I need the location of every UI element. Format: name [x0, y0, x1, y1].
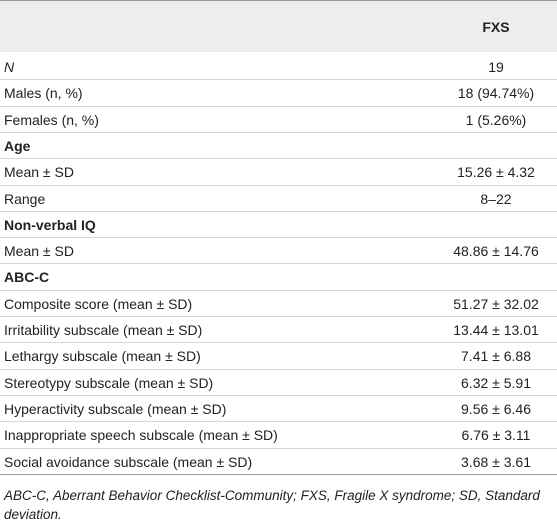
row-label: Males (n, %) [4, 85, 83, 102]
row-label: N [4, 59, 15, 75]
header-row [0, 0, 557, 52]
section-heading: Age [4, 137, 31, 154]
row-divider [0, 105, 557, 107]
row-divider [0, 79, 557, 81]
row-value: 48.86 ± 14.76 [453, 243, 539, 260]
row-value: 19 [488, 59, 504, 75]
row-value: 8–22 [480, 190, 512, 207]
row-label: Hyperactivity subscale (mean ± SD) [4, 400, 227, 417]
row-divider [0, 289, 557, 291]
row-value: 51.27 ± 32.02 [453, 295, 539, 312]
row-label: Mean ± SD [4, 243, 74, 260]
row-divider [0, 447, 557, 449]
column-header: FXS [482, 19, 510, 35]
row-divider [0, 210, 557, 212]
row-label: Irritability subscale (mean ± SD) [4, 322, 203, 338]
section-heading: ABC-C [4, 269, 50, 286]
row-label: Females (n, %) [4, 111, 99, 128]
row-label: Stereotypy subscale (mean ± SD) [4, 374, 214, 391]
row-label: Mean ± SD [4, 164, 74, 181]
row-divider [0, 263, 557, 265]
table-bottom-rule [0, 473, 557, 475]
section-heading: Non-verbal IQ [4, 216, 96, 233]
row-divider [0, 158, 557, 160]
row-label: Social avoidance subscale (mean ± SD) [4, 453, 253, 470]
row-value: 6.76 ± 3.11 [461, 427, 531, 444]
row-label: Lethargy subscale (mean ± SD) [4, 348, 201, 365]
row-divider [0, 184, 557, 186]
row-divider [0, 342, 557, 344]
row-value: 7.41 ± 6.88 [461, 348, 531, 365]
footnote: ABC-C, Aberrant Behavior Checklist-Commu… [4, 488, 540, 522]
row-value: 6.32 ± 5.91 [461, 374, 531, 391]
row-divider [0, 368, 557, 370]
row-value: 15.26 ± 4.32 [457, 164, 535, 181]
row-value: 9.56 ± 6.46 [461, 400, 531, 417]
row-divider [0, 131, 557, 133]
row-value: 3.68 ± 3.61 [461, 453, 531, 470]
row-value: 18 (94.74%) [457, 85, 535, 102]
row-value: 1 (5.26%) [465, 111, 527, 128]
row-divider [0, 316, 557, 317]
row-label: Composite score (mean ± SD) [4, 295, 193, 312]
row-label: Range [4, 190, 46, 207]
row-value: 13.44 ± 13.01 [453, 322, 539, 338]
row-divider [0, 237, 557, 239]
row-label: Inappropriate speech subscale (mean ± SD… [4, 427, 278, 444]
row-divider [0, 394, 557, 396]
row-divider [0, 421, 557, 423]
